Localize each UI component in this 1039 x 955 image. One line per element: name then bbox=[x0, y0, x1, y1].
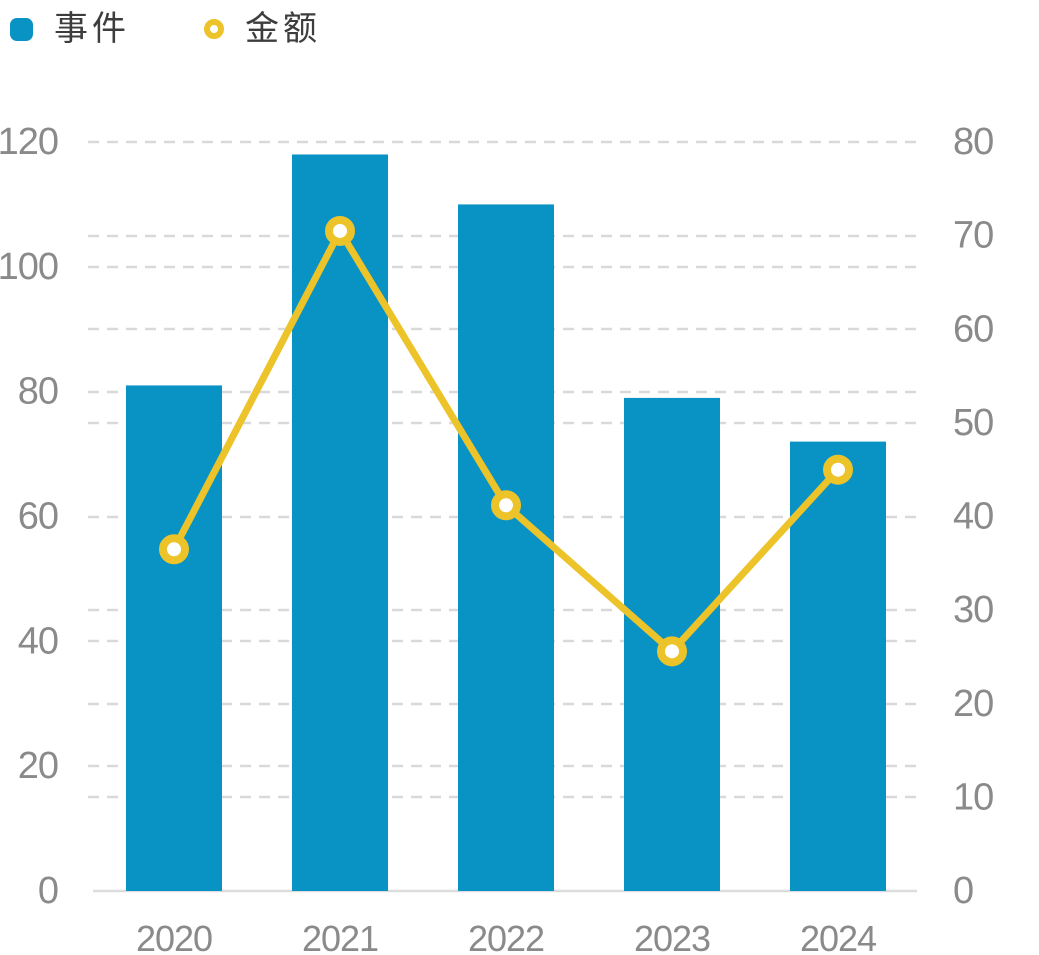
right-axis-tick-50: 50 bbox=[953, 402, 993, 444]
line-marker-2021[interactable] bbox=[325, 215, 355, 246]
x-axis-label-2020: 2020 bbox=[136, 918, 212, 955]
right-axis-tick-80: 80 bbox=[953, 121, 993, 163]
right-axis-tick-30: 30 bbox=[953, 589, 993, 631]
bar-series-swatch-icon bbox=[10, 17, 33, 41]
left-axis-tick-80: 80 bbox=[18, 371, 58, 413]
bar-2022[interactable] bbox=[458, 204, 554, 891]
x-axis-label-2023: 2023 bbox=[634, 918, 710, 955]
legend: 事件 金额 bbox=[10, 12, 321, 46]
line-marker-2020[interactable] bbox=[159, 534, 189, 565]
left-axis-tick-40: 40 bbox=[18, 620, 58, 662]
legend-item-amount[interactable]: 金额 bbox=[204, 12, 321, 46]
bar-2021[interactable] bbox=[292, 154, 388, 891]
legend-label-events: 事件 bbox=[54, 10, 130, 48]
x-axis-label-2024: 2024 bbox=[800, 918, 876, 955]
left-axis-tick-0: 0 bbox=[38, 870, 58, 912]
line-marker-2024[interactable] bbox=[823, 454, 853, 485]
right-axis-tick-20: 20 bbox=[953, 683, 993, 725]
bar-2020[interactable] bbox=[126, 385, 222, 891]
legend-label-amount: 金额 bbox=[245, 10, 321, 48]
left-axis-tick-120: 120 bbox=[0, 121, 58, 163]
right-axis-tick-60: 60 bbox=[953, 308, 993, 350]
line-series-marker-icon bbox=[204, 19, 224, 39]
left-axis-tick-60: 60 bbox=[18, 496, 58, 538]
bar-2024[interactable] bbox=[790, 441, 886, 891]
line-marker-2022[interactable] bbox=[491, 490, 521, 521]
left-axis-tick-100: 100 bbox=[0, 246, 58, 288]
x-axis-label-2021: 2021 bbox=[302, 918, 378, 955]
line-marker-2023[interactable] bbox=[657, 636, 687, 667]
x-axis-label-2022: 2022 bbox=[468, 918, 544, 955]
right-axis-tick-0: 0 bbox=[953, 870, 973, 912]
right-axis-tick-70: 70 bbox=[953, 215, 993, 257]
right-axis-tick-10: 10 bbox=[953, 776, 993, 818]
legend-item-events[interactable]: 事件 bbox=[10, 12, 130, 46]
right-axis-tick-40: 40 bbox=[953, 496, 993, 538]
left-axis-tick-20: 20 bbox=[18, 745, 58, 787]
